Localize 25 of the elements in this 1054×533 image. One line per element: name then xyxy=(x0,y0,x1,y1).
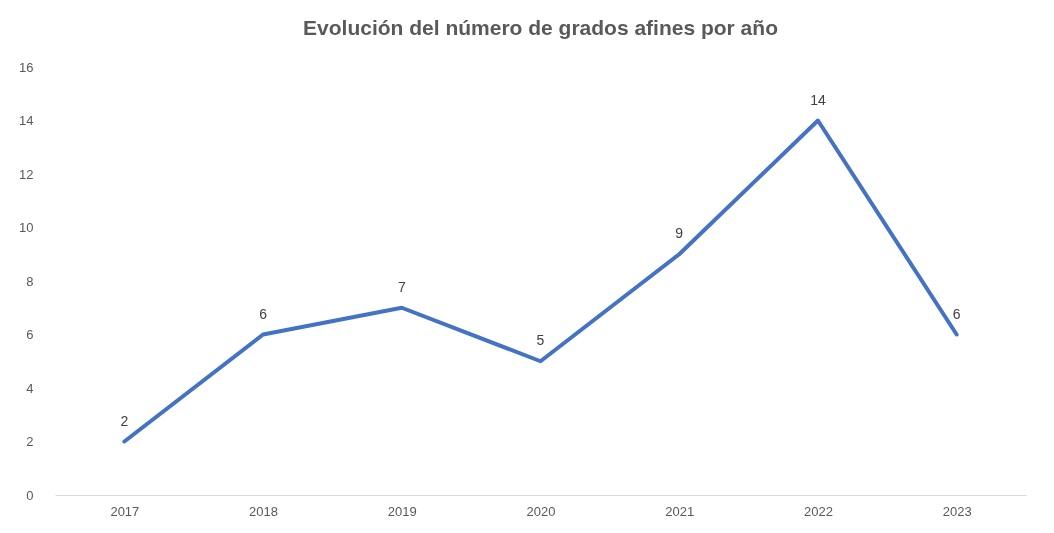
data-label: 5 xyxy=(536,332,545,349)
data-label: 9 xyxy=(675,225,684,242)
x-tick-label: 2019 xyxy=(387,503,417,519)
y-tick-label: 10 xyxy=(19,220,34,235)
y-tick-label: 8 xyxy=(26,273,34,289)
x-tick-label: 2017 xyxy=(110,503,140,519)
y-tick-label: 6 xyxy=(26,327,34,342)
y-tick-label: 0 xyxy=(26,487,34,503)
y-tick-label: 14 xyxy=(19,113,34,128)
data-label: 7 xyxy=(397,278,406,295)
y-tick-label: 16 xyxy=(19,59,34,75)
x-tick-label: 2021 xyxy=(665,503,695,519)
data-label: 14 xyxy=(810,91,826,108)
y-tick-label: 4 xyxy=(26,380,34,396)
y-tick-label: 12 xyxy=(19,166,34,182)
x-tick-label: 2018 xyxy=(249,503,279,519)
x-tick-label: 2023 xyxy=(942,503,972,519)
data-label: 6 xyxy=(259,305,268,322)
data-label: 2 xyxy=(120,412,129,429)
line-series xyxy=(122,118,959,444)
chart-title: Evolución del número de grados afines por año xyxy=(303,16,778,39)
y-tick-label: 2 xyxy=(26,434,34,449)
x-tick-label: 2020 xyxy=(526,503,556,519)
data-label: 6 xyxy=(952,305,961,322)
x-tick-label: 2022 xyxy=(803,503,833,519)
